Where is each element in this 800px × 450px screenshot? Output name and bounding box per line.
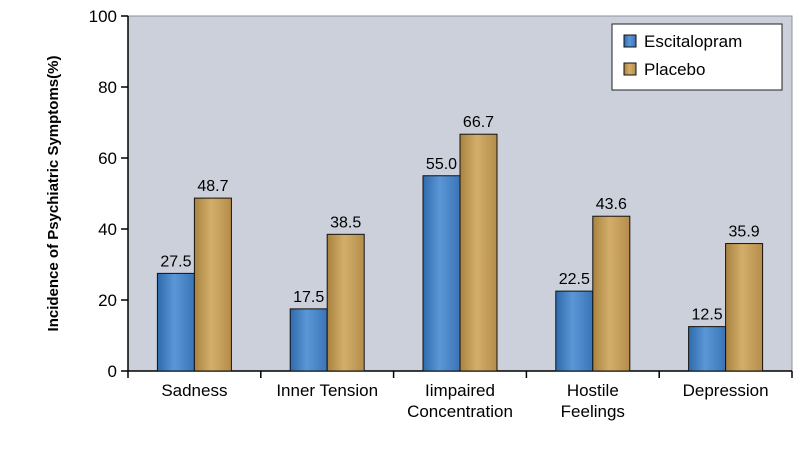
placebo-legend-label: Placebo — [644, 60, 705, 79]
y-tick-label: 40 — [98, 220, 117, 239]
placebo-data-label: 35.9 — [729, 224, 760, 241]
x-category-label: Hostile — [567, 381, 619, 400]
escitalopram-bar — [289, 308, 328, 372]
y-axis: 0 20 40 60 80 100 — [89, 7, 129, 381]
placebo-data-label: 48.7 — [197, 178, 228, 195]
legend: Escitalopram Placebo — [611, 23, 783, 91]
placebo-legend-swatch — [623, 62, 637, 76]
escitalopram-bar — [688, 326, 727, 372]
x-category-label: Inner Tension — [276, 381, 378, 400]
placebo-data-label: 66.7 — [463, 114, 494, 131]
x-category-label: Depression — [683, 381, 769, 400]
escitalopram-data-label: 12.5 — [692, 307, 723, 324]
escitalopram-data-label: 55.0 — [426, 156, 457, 173]
placebo-bar — [459, 133, 498, 372]
x-axis: Sadness Inner Tension Iimpaired Concentrati… — [127, 370, 793, 421]
y-tick-label: 80 — [98, 78, 117, 97]
placebo-data-label: 43.6 — [596, 196, 627, 213]
escitalopram-bar — [422, 175, 461, 372]
escitalopram-legend-label: Escitalopram — [644, 32, 742, 51]
placebo-bar — [592, 215, 631, 372]
x-category-label: Sadness — [161, 381, 227, 400]
x-category-label: Concentration — [407, 402, 513, 421]
placebo-data-label: 38.5 — [330, 214, 361, 231]
escitalopram-bar — [555, 290, 594, 372]
placebo-bar — [725, 243, 764, 372]
placebo-bar — [326, 233, 365, 372]
y-axis-label: Incidence of Psychiatric Symptoms(%) — [45, 56, 62, 332]
y-tick-label: 60 — [98, 149, 117, 168]
x-category-label: Iimpaired — [425, 381, 495, 400]
y-tick-label: 0 — [108, 362, 117, 381]
placebo-bar — [193, 197, 232, 372]
legend-box — [611, 23, 783, 91]
y-tick-label: 20 — [98, 291, 117, 310]
escitalopram-data-label: 17.5 — [293, 289, 324, 306]
y-tick-label: 100 — [89, 7, 117, 26]
escitalopram-bar — [156, 272, 195, 372]
escitalopram-data-label: 22.5 — [559, 271, 590, 288]
x-category-label: Feelings — [561, 402, 625, 421]
escitalopram-data-label: 27.5 — [160, 253, 191, 270]
escitalopram-legend-swatch — [623, 34, 637, 48]
bars: 27.5 17.5 55.0 22.5 12.5 48.7 38.5 66.7 43.6 35.9 — [156, 114, 764, 372]
